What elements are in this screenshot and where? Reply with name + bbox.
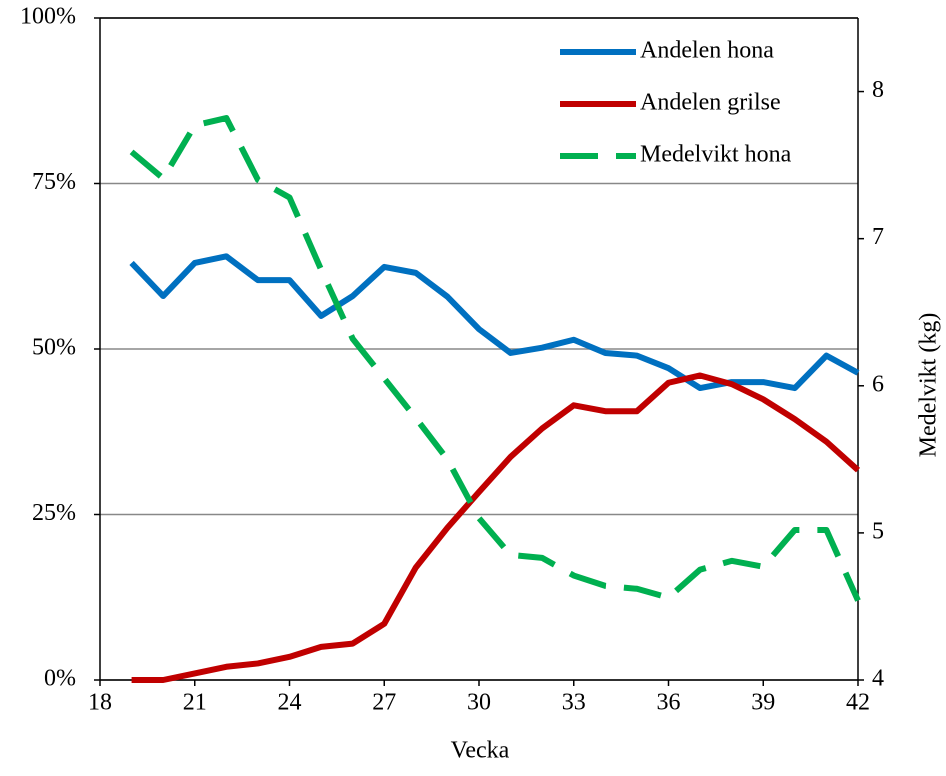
y2-axis-title: Medelvikt (kg) bbox=[916, 313, 942, 458]
x-tick-label: 30 bbox=[467, 690, 491, 716]
x-tick-label: 21 bbox=[183, 690, 207, 716]
y-tick-label: 25% bbox=[32, 500, 76, 526]
x-tick-label: 27 bbox=[372, 690, 396, 716]
x-tick-label: 39 bbox=[751, 690, 775, 716]
x-tick-label: 42 bbox=[846, 690, 870, 716]
y-tick-label: 50% bbox=[32, 335, 76, 361]
y-tick-label: 100% bbox=[20, 4, 76, 30]
y2-tick-label: 4 bbox=[872, 666, 884, 692]
x-axis-title: Vecka bbox=[451, 738, 510, 764]
legend-label: Andelen grilse bbox=[640, 90, 781, 116]
line-series bbox=[129, 253, 860, 392]
y2-tick-label: 6 bbox=[872, 371, 884, 397]
y2-tick-label: 8 bbox=[872, 77, 884, 103]
y-tick-label: 75% bbox=[32, 169, 76, 195]
x-tick-label: 24 bbox=[278, 690, 302, 716]
line-series bbox=[131, 372, 861, 683]
y2-tick-label: 5 bbox=[872, 518, 884, 544]
legend-label: Andelen hona bbox=[640, 38, 774, 64]
y2-tick-label: 7 bbox=[872, 224, 884, 250]
legend-label: Medelvikt hona bbox=[640, 142, 792, 168]
x-tick-label: 33 bbox=[562, 690, 586, 716]
x-tick-label: 36 bbox=[657, 690, 681, 716]
y-tick-label: 0% bbox=[44, 666, 76, 692]
x-tick-label: 18 bbox=[88, 690, 112, 716]
line-series bbox=[129, 115, 861, 602]
